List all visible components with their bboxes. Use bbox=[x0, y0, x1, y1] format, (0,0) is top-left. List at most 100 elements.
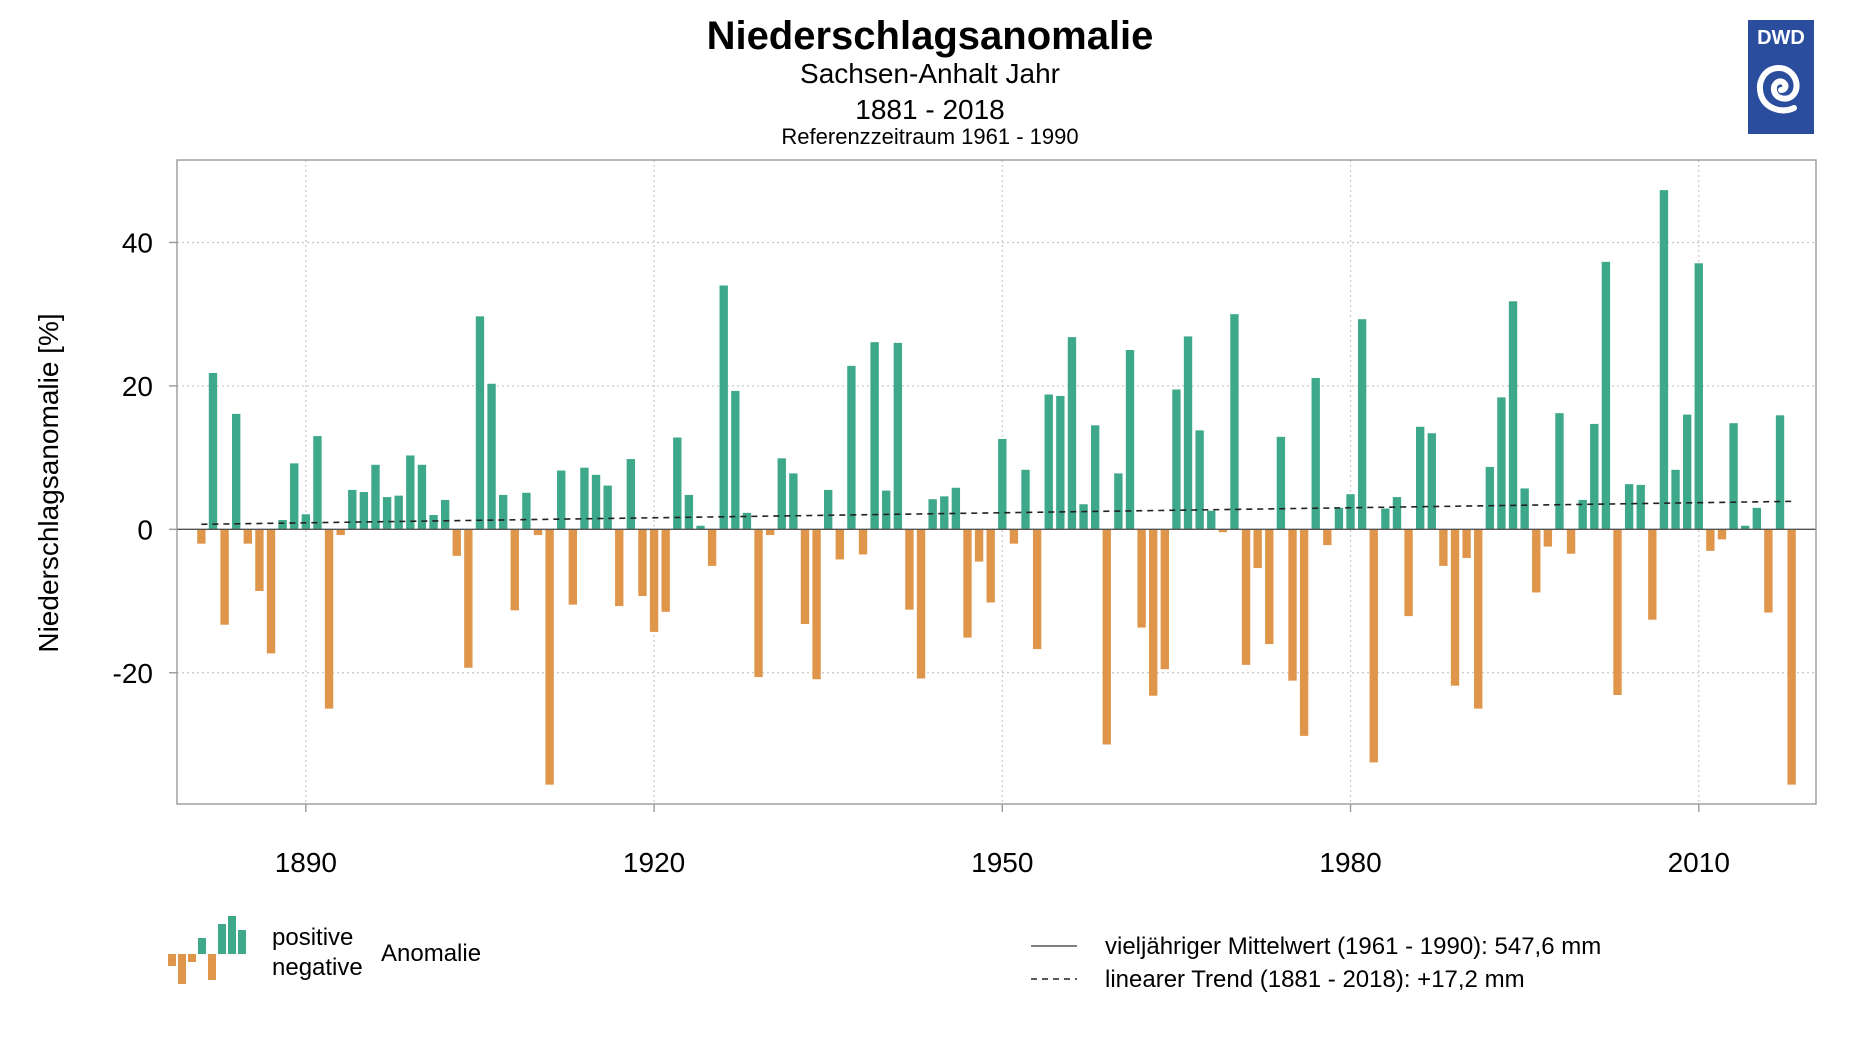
anomaly-bar bbox=[847, 365, 856, 530]
anomaly-bar bbox=[974, 529, 984, 562]
anomaly-bar bbox=[1787, 529, 1796, 785]
anomaly-bar bbox=[777, 458, 786, 530]
y-tick-label: 40 bbox=[122, 227, 153, 258]
anomaly-bar bbox=[649, 529, 659, 632]
anomaly-bar bbox=[487, 383, 496, 530]
anomaly-bar bbox=[1648, 529, 1657, 620]
anomaly-bar bbox=[1137, 529, 1146, 628]
anomaly-bar bbox=[835, 529, 844, 560]
chart-subtitle-region: Sachsen-Anhalt Jahr bbox=[800, 58, 1060, 89]
anomaly-bar bbox=[1160, 529, 1169, 670]
anomaly-bar bbox=[545, 529, 554, 785]
anomaly-bar bbox=[568, 529, 577, 605]
anomaly-bar bbox=[371, 464, 380, 530]
anomaly-bar bbox=[1601, 261, 1611, 530]
anomaly-bar bbox=[1520, 488, 1529, 530]
anomaly-bar bbox=[1450, 529, 1460, 686]
anomaly-bar bbox=[707, 529, 717, 566]
anomaly-bar bbox=[336, 529, 345, 536]
legend-icon-bar bbox=[238, 930, 246, 954]
dwd-logo-text: DWD bbox=[1757, 27, 1805, 49]
anomaly-bar bbox=[1543, 529, 1553, 547]
anomaly-legend: positive negative Anomalie bbox=[168, 910, 528, 1000]
anomaly-bar bbox=[1288, 529, 1297, 681]
anomaly-bar bbox=[1102, 529, 1111, 745]
anomaly-bar bbox=[429, 514, 438, 530]
legend-icon-bar bbox=[188, 954, 196, 962]
anomaly-bar bbox=[963, 529, 972, 638]
anomaly-bar bbox=[719, 285, 728, 530]
anomaly-bar bbox=[1323, 529, 1332, 546]
anomaly-bar bbox=[359, 492, 369, 530]
anomaly-bar bbox=[765, 529, 775, 536]
anomaly-bar bbox=[220, 529, 229, 625]
anomaly-bar bbox=[290, 463, 299, 530]
anomaly-bar bbox=[1149, 529, 1158, 696]
anomaly-bar bbox=[510, 529, 519, 611]
anomaly-bar bbox=[394, 495, 403, 530]
anomaly-bar bbox=[1114, 473, 1123, 530]
y-tick-label: 20 bbox=[122, 371, 153, 402]
legend-icon-bar bbox=[178, 954, 186, 984]
legend-icon-bar bbox=[208, 954, 216, 980]
anomaly-bar bbox=[1230, 314, 1239, 530]
anomaly-bar bbox=[1392, 497, 1402, 530]
chart-subtitle-reference: Referenzzeitraum 1961 - 1990 bbox=[781, 124, 1079, 149]
legend-anomaly-label: Anomalie bbox=[381, 940, 482, 967]
anomaly-bar bbox=[1369, 529, 1378, 763]
anomaly-bar bbox=[1207, 510, 1216, 530]
anomaly-bar bbox=[440, 499, 450, 530]
anomaly-bar bbox=[615, 529, 624, 607]
anomaly-bar bbox=[1056, 395, 1065, 530]
anomaly-bar bbox=[1775, 415, 1785, 530]
anomaly-bar bbox=[301, 514, 311, 530]
anomaly-bar bbox=[1694, 263, 1703, 530]
anomaly-bar bbox=[243, 529, 252, 544]
legend-icon-bar bbox=[168, 954, 176, 966]
anomaly-bar bbox=[1067, 337, 1077, 530]
anomaly-bar bbox=[1485, 466, 1495, 530]
anomaly-legend-icon bbox=[168, 916, 246, 984]
legend-negative-label: negative bbox=[272, 954, 363, 981]
bar-series bbox=[197, 190, 1796, 785]
anomaly-bar bbox=[1439, 529, 1448, 566]
anomaly-bar bbox=[1172, 389, 1181, 530]
chart-title: Niederschlagsanomalie bbox=[706, 14, 1154, 58]
anomaly-bar bbox=[1636, 484, 1645, 530]
anomaly-bar bbox=[638, 529, 647, 597]
dwd-logo: DWD bbox=[1748, 20, 1814, 134]
anomaly-bar bbox=[406, 455, 415, 530]
anomaly-bar bbox=[313, 436, 322, 530]
x-tick-label: 1950 bbox=[971, 847, 1033, 878]
anomaly-bar bbox=[197, 529, 206, 544]
anomaly-bar bbox=[1706, 529, 1715, 551]
anomaly-bar bbox=[324, 529, 334, 709]
anomaly-bar bbox=[278, 520, 287, 530]
anomaly-bar bbox=[1253, 529, 1262, 569]
dwd-logo-background bbox=[1748, 20, 1814, 134]
legend-icon-bar bbox=[218, 924, 226, 954]
x-tick-label: 1920 bbox=[623, 847, 685, 878]
anomaly-bar bbox=[893, 342, 903, 530]
anomaly-bar bbox=[1752, 507, 1761, 530]
anomaly-bar bbox=[986, 529, 995, 603]
anomaly-bar bbox=[1590, 423, 1599, 530]
anomaly-bar bbox=[464, 529, 473, 668]
anomaly-bar bbox=[1009, 529, 1019, 544]
x-tick-label: 1980 bbox=[1319, 847, 1381, 878]
anomaly-bar bbox=[1218, 529, 1228, 533]
anomaly-bar bbox=[580, 467, 589, 530]
anomaly-bar bbox=[905, 529, 914, 610]
anomaly-bar bbox=[998, 438, 1007, 530]
legend-mean-label: vieljähriger Mittelwert (1961 - 1990): 5… bbox=[1105, 933, 1602, 960]
anomaly-bar bbox=[951, 487, 961, 530]
anomaly-bar bbox=[1427, 433, 1436, 530]
anomaly-bar bbox=[870, 342, 879, 530]
anomaly-bar bbox=[1276, 436, 1286, 530]
dwd-logo-swirl-icon bbox=[1757, 64, 1800, 114]
anomaly-bar bbox=[499, 494, 508, 530]
legend-positive-label: positive bbox=[272, 924, 354, 951]
plot-frame bbox=[176, 159, 1817, 805]
line-legend-icons bbox=[1031, 945, 1077, 980]
